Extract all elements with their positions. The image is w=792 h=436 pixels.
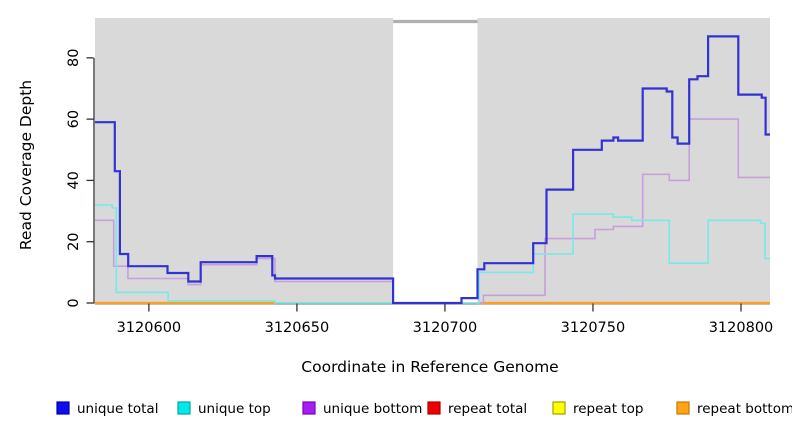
- x-tick-label: 3120700: [413, 320, 478, 336]
- legend-swatch-unique-total: [56, 401, 70, 415]
- y-tick-label: 20: [66, 232, 82, 250]
- legend-label-repeat-bottom: repeat bottom: [697, 401, 792, 417]
- y-tick-label: 40: [66, 171, 82, 189]
- legend-swatch-unique-bottom: [302, 401, 316, 415]
- y-axis-title: Read Coverage Depth: [17, 80, 35, 250]
- y-tick-label: 80: [66, 49, 82, 67]
- y-axis: 0 20 40 60 80: [66, 49, 94, 308]
- x-axis: 3120600 3120650 3120700 3120750 3120800: [117, 303, 774, 336]
- series-line-unique-total: [95, 35, 770, 305]
- x-tick-label: 3120650: [265, 320, 330, 336]
- legend-swatch-repeat-bottom: [676, 401, 690, 415]
- y-tick-label: 0: [66, 298, 82, 307]
- x-axis-title: Coordinate in Reference Genome: [301, 358, 558, 376]
- x-tick-label: 3120750: [561, 320, 626, 336]
- legend-swatch-unique-top: [177, 401, 191, 415]
- legend-label-repeat-total: repeat total: [448, 401, 527, 417]
- legend-label-repeat-top: repeat top: [573, 401, 643, 417]
- gap-region: [393, 18, 478, 303]
- legend-label-unique-total: unique total: [77, 401, 158, 417]
- gap-region-layer: [393, 18, 478, 303]
- y-tick-label: 60: [66, 110, 82, 128]
- legend-swatch-repeat-total: [427, 401, 441, 415]
- legend-swatch-repeat-top: [552, 401, 566, 415]
- series-line-unique-top: [95, 204, 770, 304]
- legend-label-unique-bottom: unique bottom: [323, 401, 422, 417]
- x-tick-label: 3120800: [709, 320, 774, 336]
- x-tick-label: 3120600: [117, 320, 182, 336]
- legend-label-unique-top: unique top: [198, 401, 271, 417]
- series-lines: [95, 35, 770, 305]
- legend: unique total unique top unique bottom repea…: [56, 401, 792, 417]
